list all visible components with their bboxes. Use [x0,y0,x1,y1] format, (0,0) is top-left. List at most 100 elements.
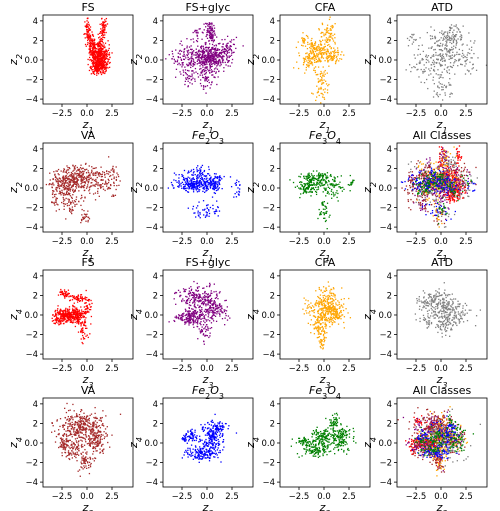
data-point [70,203,72,205]
axes-frame [279,142,371,233]
data-point [470,49,473,51]
data-point [206,50,208,53]
data-point [104,57,107,59]
data-point [314,66,317,68]
data-point [103,68,106,70]
data-point [325,53,328,56]
data-point [447,191,449,193]
data-point [199,211,201,214]
data-point [336,58,338,60]
data-point [315,58,318,60]
data-point [201,71,204,73]
data-point [204,43,207,46]
data-point [101,65,103,67]
data-point [444,44,446,47]
data-point [226,59,228,61]
data-point [313,177,316,179]
data-point [102,55,104,57]
data-point [107,49,110,52]
data-point [104,176,106,178]
data-point [451,54,454,56]
data-point [68,178,70,180]
data-point [69,188,72,191]
data-point [78,190,80,192]
data-point [187,191,190,193]
data-point [89,29,92,31]
data-point [312,179,314,181]
data-point [177,56,180,59]
data-point [99,52,101,54]
data-point [54,176,57,179]
data-point [207,55,209,57]
points [293,16,345,104]
data-point [74,205,76,207]
data-point [79,166,82,169]
data-point [78,173,81,176]
data-point [56,203,58,205]
data-point [445,180,447,182]
data-point [442,152,444,155]
data-point [421,59,423,61]
data-point [226,43,228,45]
data-point [309,60,311,62]
data-point [60,184,62,187]
data-point [412,182,414,184]
data-point [88,33,91,35]
data-point [212,51,215,53]
data-point [319,212,321,214]
data-point [311,177,313,179]
data-point [455,165,457,167]
data-point [184,80,187,82]
y-tick-label: −2 [25,76,38,86]
data-point [116,184,118,187]
data-point [203,70,206,73]
data-point [65,186,67,189]
data-point [433,192,436,195]
data-point [76,166,78,169]
data-point [432,189,435,191]
data-point [449,202,451,204]
data-point [87,221,89,223]
data-point [199,182,201,184]
data-point [322,89,325,91]
data-point [213,179,215,181]
data-point [93,174,95,176]
data-point [218,54,221,56]
data-point [439,171,442,173]
data-point [221,46,223,48]
data-point [418,204,420,206]
data-point [309,175,311,178]
data-point [115,179,118,181]
data-point [454,180,456,182]
data-point [91,59,93,62]
data-point [444,185,446,187]
data-point [197,72,199,75]
data-point [316,96,318,98]
data-point [92,174,94,176]
data-point [326,44,329,47]
data-point [87,39,89,42]
data-point [104,42,107,44]
data-point [95,43,97,45]
data-point [181,173,183,176]
data-point [301,181,303,183]
data-point [171,53,174,55]
data-point [211,30,213,32]
data-point [412,34,414,36]
data-point [452,33,454,36]
data-point [213,68,216,70]
data-point [219,56,221,58]
data-point [212,48,214,50]
data-point [327,60,330,62]
data-point [425,55,427,58]
data-point [192,186,194,189]
data-point [73,191,75,193]
data-point [188,46,191,48]
data-point [194,57,197,59]
data-point [107,53,109,55]
data-point [171,184,173,186]
data-point [106,50,108,53]
data-point [203,62,205,64]
data-point [208,49,211,51]
